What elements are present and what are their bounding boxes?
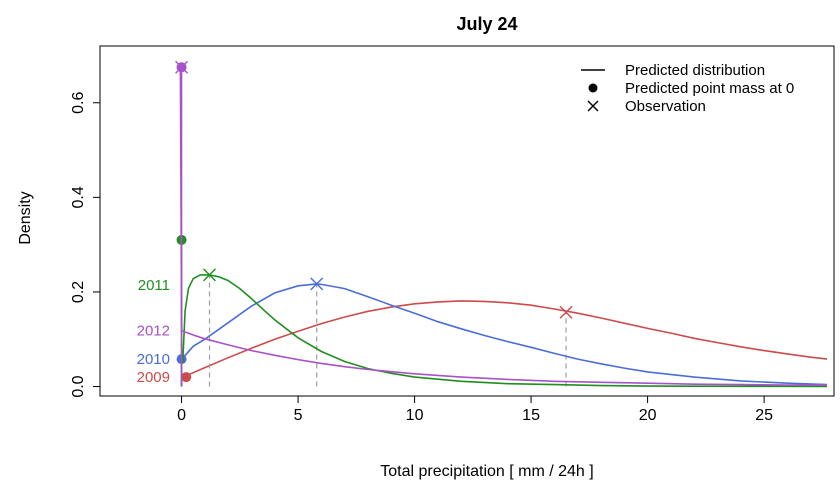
x-axis: 0 5 10 15 20 25: [177, 395, 773, 424]
legend-cross-icon: [587, 100, 599, 112]
x-tick-label: 0: [177, 407, 186, 424]
y-tick-label: 0.2: [70, 281, 87, 303]
series-2010: 2010: [137, 277, 828, 387]
legend-dot-icon: [588, 83, 598, 93]
observation-marker-2010: [310, 277, 324, 291]
density-curve-2012: [179, 67, 827, 386]
x-axis-title: Total precipitation [ mm / 24h ]: [380, 463, 593, 480]
chart-title: July 24: [456, 14, 517, 34]
y-axis: 0.0 0.2 0.4 0.6: [70, 92, 101, 398]
x-tick-label: 10: [406, 407, 424, 424]
y-axis-title: Density: [17, 191, 34, 244]
y-tick-label: 0.4: [70, 186, 87, 208]
x-tick-label: 5: [294, 407, 303, 424]
series-2012: 2012: [137, 60, 827, 387]
density-curve-2009: [185, 300, 828, 377]
series-label-2011: 2011: [138, 277, 170, 294]
y-tick-label: 0.0: [70, 375, 87, 397]
point-mass-dot-2009: [181, 372, 192, 383]
x-tick-label: 25: [755, 407, 773, 424]
series-label-2010: 2010: [137, 351, 170, 368]
point-mass-dot-2012: [176, 62, 187, 73]
observation-marker-2009: [559, 305, 573, 319]
y-tick-label: 0.6: [70, 92, 87, 114]
x-tick-label: 20: [639, 407, 657, 424]
density-curve-2010: [182, 283, 828, 386]
x-tick-label: 15: [522, 407, 540, 424]
legend-label: Predicted point mass at 0: [625, 80, 794, 97]
legend-label: Predicted distribution: [625, 62, 765, 79]
observation-marker-2011: [203, 268, 217, 282]
legend-label: Observation: [625, 98, 706, 115]
density-curve-2011: [181, 274, 828, 388]
series-label-2012: 2012: [137, 323, 170, 340]
series-label-2009: 2009: [137, 369, 170, 386]
series-2011: 2011: [138, 234, 828, 388]
